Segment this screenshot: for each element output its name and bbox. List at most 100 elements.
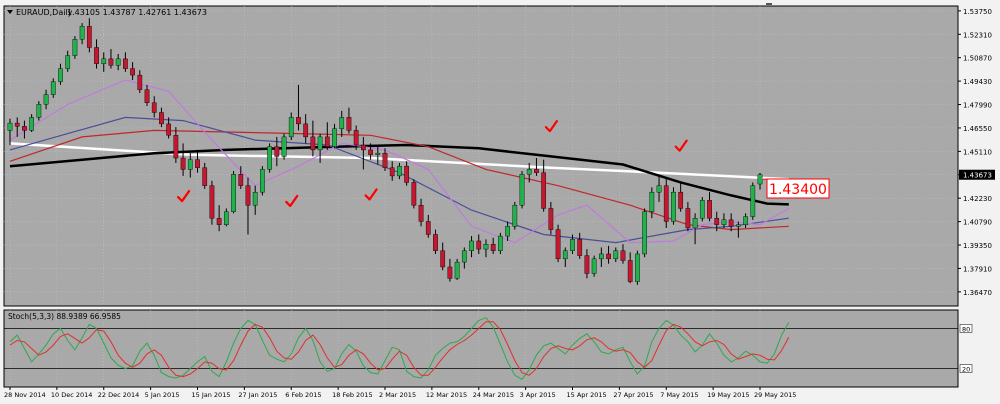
candle-body bbox=[115, 58, 121, 66]
candle-body bbox=[736, 224, 741, 227]
candle-body bbox=[440, 250, 446, 268]
stochastic-pane[interactable] bbox=[3, 309, 959, 388]
time-tick-label: 6 Feb 2015 bbox=[285, 391, 321, 399]
candle-body bbox=[159, 112, 164, 125]
candle-body bbox=[678, 191, 684, 209]
candle-body bbox=[692, 217, 698, 229]
candle-body bbox=[353, 130, 359, 146]
candle-body bbox=[656, 185, 662, 193]
candle-body bbox=[303, 123, 309, 138]
current-price-tag: 1.43400 bbox=[766, 178, 830, 199]
candle-body bbox=[505, 226, 510, 237]
candle-body bbox=[728, 219, 734, 227]
time-tick-label: 27 Apr 2015 bbox=[613, 391, 653, 399]
candle-body bbox=[94, 47, 99, 64]
candle-body bbox=[195, 159, 200, 168]
candle-body bbox=[620, 250, 626, 261]
candle-body bbox=[526, 169, 532, 175]
candle-body bbox=[79, 26, 85, 40]
checkmark-icon bbox=[285, 194, 299, 208]
checkmark-icon bbox=[674, 139, 688, 152]
candle-body bbox=[58, 68, 63, 82]
candle-body bbox=[86, 26, 92, 48]
price-tick-label: 1.43673 bbox=[963, 172, 992, 180]
stochastic-level-box bbox=[959, 364, 973, 373]
candle-body bbox=[137, 74, 143, 90]
candle-body bbox=[166, 123, 172, 136]
candle-body bbox=[7, 122, 13, 131]
candle-body bbox=[570, 239, 575, 251]
price-tick-label: 1.37910 bbox=[963, 265, 992, 273]
price-tick-label: 1.36470 bbox=[963, 289, 992, 297]
candle-body bbox=[512, 204, 518, 227]
candle-body bbox=[447, 266, 453, 279]
candle-body bbox=[649, 191, 655, 212]
candle-body bbox=[130, 68, 135, 76]
candle-body bbox=[14, 122, 20, 127]
checkmark-icon bbox=[364, 188, 378, 201]
candle-body bbox=[22, 126, 27, 131]
time-tick-label: 3 Apr 2015 bbox=[520, 391, 556, 399]
candle-body bbox=[541, 172, 547, 209]
candle-body bbox=[635, 253, 640, 282]
candle-body bbox=[425, 221, 431, 235]
candle-body bbox=[238, 174, 244, 186]
candle-body bbox=[231, 174, 236, 212]
candle-body bbox=[555, 229, 561, 260]
candle-body bbox=[519, 174, 525, 206]
candle-body bbox=[361, 144, 366, 151]
stochastic-tick-label: 20 bbox=[962, 366, 970, 374]
price-tick-label: 1.52310 bbox=[963, 31, 992, 39]
price-axis: 1.53750 1.52310 1.50870 1.49430 1.47990 1.465… bbox=[958, 8, 995, 297]
price-tick-label: 1.47990 bbox=[963, 102, 992, 110]
candle-body bbox=[699, 200, 705, 219]
candle-body bbox=[281, 136, 287, 157]
candle-body bbox=[29, 117, 34, 131]
candle-body bbox=[469, 240, 474, 251]
candle-body bbox=[296, 117, 301, 125]
candle-body bbox=[36, 104, 42, 118]
candle-body bbox=[685, 208, 691, 229]
time-tick-label: 15 Apr 2015 bbox=[567, 391, 607, 399]
stochastic-lines bbox=[4, 317, 958, 380]
time-tick-label: 15 Jan 2015 bbox=[192, 391, 231, 399]
stochastic-line bbox=[9, 321, 790, 378]
candle-body bbox=[108, 58, 114, 66]
current-price-box bbox=[766, 178, 830, 199]
candle-body bbox=[498, 235, 503, 251]
candle-body bbox=[324, 136, 330, 147]
time-tick-label: 28 Nov 2014 bbox=[4, 391, 46, 399]
candle-body bbox=[707, 200, 712, 219]
candle-body bbox=[714, 217, 720, 225]
price-tick-label: 1.50870 bbox=[963, 55, 992, 63]
candle-body bbox=[642, 211, 647, 255]
candle-body bbox=[418, 204, 424, 222]
candle-body bbox=[346, 117, 352, 131]
candle-body bbox=[252, 191, 258, 206]
stochastic-level-box bbox=[959, 324, 973, 333]
time-tick-label: 19 May 2015 bbox=[707, 391, 749, 399]
menu-triangle-icon[interactable] bbox=[7, 10, 13, 14]
time-axis: 28 Nov 2014 10 Dec 2014 22 Dec 2014 5 Jan 2… bbox=[4, 387, 796, 399]
candle-body bbox=[433, 234, 438, 251]
time-tick-label: 10 Dec 2014 bbox=[51, 391, 93, 399]
candle-body bbox=[382, 152, 388, 168]
candle-body bbox=[757, 174, 763, 185]
price-tick-label: 1.42230 bbox=[963, 195, 992, 203]
checkmarks bbox=[176, 120, 767, 208]
time-tick-label: 18 Feb 2015 bbox=[332, 391, 372, 399]
time-tick-label: 22 Dec 2014 bbox=[98, 391, 140, 399]
candle-body bbox=[65, 55, 71, 69]
time-tick-label: 7 May 2015 bbox=[660, 391, 698, 399]
candle-body bbox=[606, 253, 611, 260]
candle-body bbox=[144, 89, 150, 103]
price-pane[interactable] bbox=[3, 5, 959, 307]
candle-body bbox=[743, 216, 748, 225]
stochastic-axis: 80 20 bbox=[959, 324, 973, 374]
candle-body bbox=[180, 157, 186, 170]
candle-body bbox=[663, 185, 669, 222]
candle-body bbox=[267, 146, 272, 170]
price-tick-label: 1.53750 bbox=[963, 8, 992, 16]
